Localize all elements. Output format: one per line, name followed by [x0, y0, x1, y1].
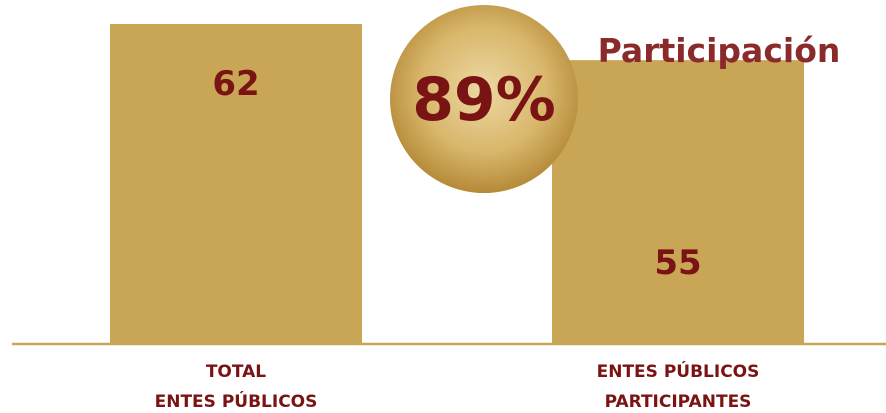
category-tick-label: TOTAL ENTES PÚBLICOS — [155, 362, 318, 412]
participation-percentage: 89% — [412, 65, 556, 135]
bar-1 — [110, 24, 362, 344]
bar-value-label: 62 — [212, 64, 259, 104]
participation-label: Participación — [598, 31, 841, 70]
participation-circle — [390, 5, 578, 193]
bar-value-label: 55 — [654, 243, 701, 283]
category-labels: TOTAL ENTES PÚBLICOS ENTES PÚBLICOS PARTICI… — [155, 360, 760, 412]
category-tick-label: ENTES PÚBLICOS PARTICIPANTES — [597, 360, 760, 412]
bar-2 — [552, 60, 804, 345]
bars-layer: 62 55 — [110, 24, 804, 345]
